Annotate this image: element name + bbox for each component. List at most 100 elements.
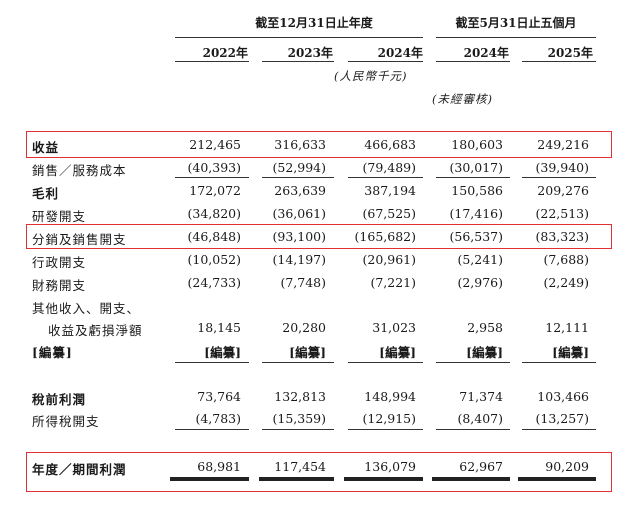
- year-header-2023: 2023年: [287, 46, 333, 60]
- year-header-2025-five-months: 2025年: [547, 46, 593, 60]
- table-cell: 31,023: [372, 320, 416, 335]
- table-cell: [編纂]: [466, 345, 503, 360]
- table-cell: 2,958: [467, 320, 503, 335]
- year-underline-2024-five-months: [436, 61, 510, 62]
- table-cell: 387,194: [364, 183, 416, 198]
- header-underline-year-end: [175, 37, 423, 38]
- table-cell: (67,525): [362, 206, 417, 221]
- table-cell: 466,683: [364, 137, 416, 152]
- header-group-year-end: 截至12月31日止年度: [255, 16, 373, 30]
- unaudited-note: (未經審核): [432, 92, 493, 106]
- underline: [436, 362, 510, 363]
- row-label-profit-for-period: 年度／期間利潤: [32, 462, 127, 477]
- double-underline: [344, 477, 423, 481]
- underline: [436, 177, 510, 178]
- table-cell: 172,072: [189, 183, 241, 198]
- table-cell: 212,465: [189, 137, 241, 152]
- underline: [348, 362, 423, 363]
- table-cell: (12,915): [362, 411, 417, 426]
- table-cell: (4,783): [195, 411, 241, 426]
- row-label-income-tax: 所得稅開支: [32, 414, 100, 429]
- table-cell: 136,079: [364, 459, 416, 474]
- underline: [262, 429, 334, 430]
- row-label-other-income-line1: 其他收入、開支、: [32, 301, 141, 316]
- row-label-distribution-expenses: 分銷及銷售開支: [32, 232, 127, 247]
- header-group-five-months: 截至5月31日止五個月: [455, 16, 577, 30]
- table-cell: 12,111: [545, 320, 589, 335]
- table-cell: 90,209: [545, 459, 589, 474]
- table-cell: 73,764: [197, 389, 241, 404]
- row-label-finance-expenses: 財務開支: [32, 278, 87, 293]
- row-label-profit-before-tax: 稅前利潤: [32, 392, 87, 407]
- table-cell: 249,216: [537, 137, 589, 152]
- highlight-box-revenue: [26, 131, 612, 158]
- table-cell: (13,257): [535, 411, 590, 426]
- underline: [522, 177, 596, 178]
- underline: [175, 177, 249, 178]
- year-underline-2025-five-months: [522, 61, 596, 62]
- underline: [522, 362, 596, 363]
- table-cell: (79,489): [362, 160, 417, 175]
- underline: [175, 362, 249, 363]
- double-underline: [259, 477, 334, 481]
- table-cell: 180,603: [451, 137, 503, 152]
- table-cell: 20,280: [282, 320, 326, 335]
- year-underline-2024: [348, 61, 423, 62]
- table-cell: (7,748): [280, 275, 326, 290]
- highlight-box-profit: [26, 452, 612, 492]
- table-cell: (52,994): [272, 160, 327, 175]
- table-cell: (36,061): [272, 206, 327, 221]
- year-header-2024: 2024年: [377, 46, 423, 60]
- table-cell: (2,249): [543, 275, 589, 290]
- table-cell: (30,017): [449, 160, 504, 175]
- underline: [522, 429, 596, 430]
- table-cell: (14,197): [272, 252, 327, 267]
- table-cell: 209,276: [537, 183, 589, 198]
- table-cell: 18,145: [197, 320, 241, 335]
- year-header-2022: 2022年: [202, 46, 248, 60]
- row-label-revenue: 收益: [32, 140, 60, 155]
- underline: [262, 362, 334, 363]
- table-cell: 132,813: [274, 389, 326, 404]
- table-cell: (7,221): [370, 275, 416, 290]
- table-cell: (10,052): [187, 252, 242, 267]
- year-underline-2023: [262, 61, 334, 62]
- table-cell: (34,820): [187, 206, 242, 221]
- table-cell: (8,407): [457, 411, 503, 426]
- table-cell: (39,940): [535, 160, 590, 175]
- table-cell: (46,848): [187, 229, 242, 244]
- table-cell: 150,586: [451, 183, 503, 198]
- year-underline-2022: [175, 61, 249, 62]
- table-cell: 148,994: [364, 389, 416, 404]
- double-underline: [170, 477, 249, 481]
- table-cell: 263,639: [274, 183, 326, 198]
- row-label-cost-of-sales: 銷售／服務成本: [32, 163, 127, 178]
- table-cell: 103,466: [537, 389, 589, 404]
- table-cell: [編纂]: [289, 345, 326, 360]
- row-label-admin-expenses: 行政開支: [32, 255, 87, 270]
- underline: [175, 429, 249, 430]
- double-underline: [518, 477, 596, 481]
- header-underline-five-months: [436, 37, 596, 38]
- table-cell: (7,688): [543, 252, 589, 267]
- table-cell: 62,967: [459, 459, 503, 474]
- underline: [262, 177, 334, 178]
- table-cell: (93,100): [272, 229, 327, 244]
- row-label-redacted: [編纂]: [32, 345, 73, 360]
- table-cell: [編纂]: [552, 345, 589, 360]
- year-header-2024-five-months: 2024年: [463, 46, 509, 60]
- table-cell: 71,374: [459, 389, 503, 404]
- row-label-rnd-expenses: 研發開支: [32, 209, 87, 224]
- row-label-gross-profit: 毛利: [32, 186, 60, 201]
- table-cell: (24,733): [187, 275, 242, 290]
- table-cell: 117,454: [274, 459, 326, 474]
- unit-note: (人民幣千元): [334, 69, 408, 83]
- table-cell: 316,633: [274, 137, 326, 152]
- table-cell: (17,416): [449, 206, 504, 221]
- table-cell: (20,961): [362, 252, 417, 267]
- table-cell: (165,682): [354, 229, 416, 244]
- table-cell: (2,976): [457, 275, 503, 290]
- table-cell: (40,393): [187, 160, 242, 175]
- row-label-other-income-line2: 收益及虧損淨額: [48, 323, 143, 338]
- table-cell: (56,537): [449, 229, 504, 244]
